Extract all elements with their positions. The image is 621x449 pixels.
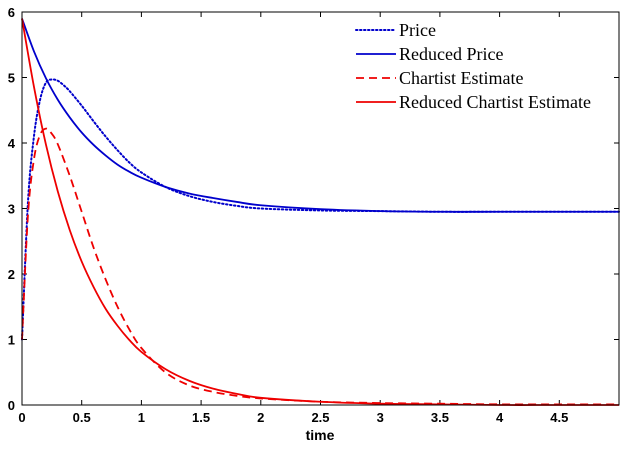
y-tick-label: 4: [8, 136, 16, 151]
legend-label-chartist-estimate: Chartist Estimate: [399, 68, 523, 88]
y-tick-label: 1: [8, 333, 15, 348]
x-tick-label: 2: [257, 410, 264, 425]
ticks-layer: 0 0.5 1 1.5 2 2.5 3 3.5 4 4.5 0 1 2 3 4 5 6: [8, 5, 619, 425]
y-tick-label: 2: [8, 267, 15, 282]
x-tick-label: 3.5: [431, 410, 449, 425]
series-layer: [21, 18, 620, 406]
x-tick-label: 1.5: [192, 410, 210, 425]
x-tick-label: 1: [138, 410, 145, 425]
y-tick-label: 5: [8, 71, 15, 86]
y-tick-label: 0: [8, 398, 15, 413]
series-line-reduced-chartist-estimate: [21, 18, 619, 406]
series-line-chartist-estimate: [21, 127, 619, 406]
legend-label-reduced-chartist-estimate: Reduced Chartist Estimate: [399, 92, 591, 112]
legend-label-price: Price: [399, 20, 436, 40]
x-tick-label: 4.5: [550, 410, 568, 425]
legend: Price Reduced Price Chartist Estimate Reduc…: [355, 20, 591, 112]
x-tick-label: 0.5: [73, 410, 91, 425]
x-tick-label: 0: [18, 410, 25, 425]
series-line-reduced-price: [21, 18, 619, 213]
x-tick-label: 4: [496, 410, 504, 425]
y-tick-label: 3: [8, 202, 15, 217]
x-tick-label: 2.5: [311, 410, 329, 425]
y-tick-label: 6: [8, 5, 15, 20]
plot-area-frame: [21, 11, 620, 406]
x-tick-label: 3: [377, 410, 384, 425]
legend-label-reduced-price: Reduced Price: [399, 44, 503, 64]
x-axis-label: time: [306, 427, 335, 443]
